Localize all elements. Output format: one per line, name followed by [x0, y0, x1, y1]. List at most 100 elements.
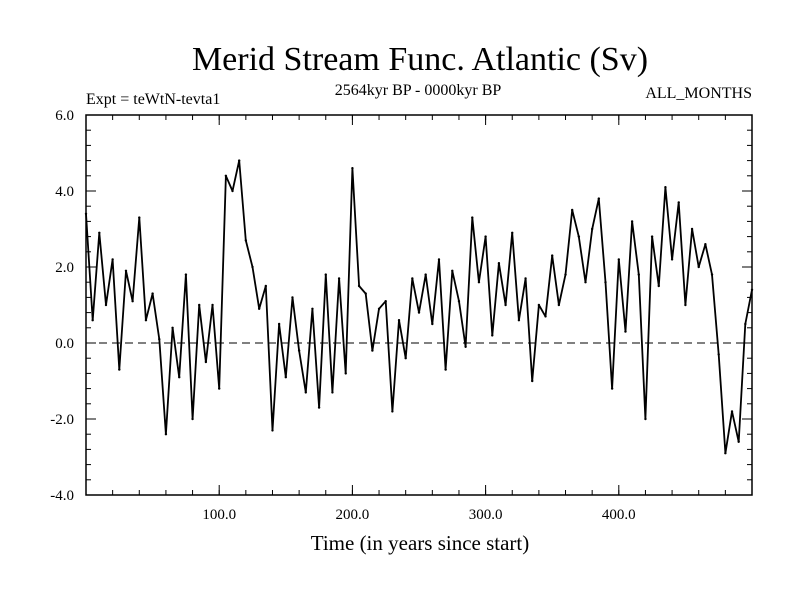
data-point — [457, 300, 461, 303]
data-point — [364, 292, 367, 295]
data-point — [471, 216, 474, 219]
data-point — [311, 307, 314, 310]
data-point — [484, 235, 487, 238]
data-point — [224, 174, 228, 177]
data-point — [737, 440, 740, 443]
data-point — [277, 322, 281, 326]
data-point — [417, 311, 421, 314]
data-point — [744, 322, 747, 326]
data-point — [670, 258, 674, 261]
data-point — [371, 349, 374, 352]
data-point — [677, 201, 680, 204]
y-tick-label: -4.0 — [50, 488, 74, 504]
data-point — [304, 391, 307, 394]
data-series-line — [85, 159, 753, 455]
data-point — [104, 303, 108, 307]
data-point — [724, 452, 727, 455]
data-point — [610, 387, 614, 390]
data-point — [664, 186, 667, 189]
data-point — [84, 212, 88, 215]
data-point — [131, 300, 134, 303]
data-point — [531, 379, 534, 383]
data-point — [497, 262, 501, 265]
data-point — [697, 265, 700, 269]
plot-frame — [85, 114, 753, 496]
data-point — [111, 258, 114, 261]
data-point — [377, 307, 381, 310]
data-point — [524, 277, 527, 280]
data-point — [351, 167, 354, 170]
data-point — [704, 243, 707, 246]
data-point — [218, 387, 221, 390]
data-point — [411, 277, 414, 280]
data-point — [91, 319, 94, 322]
data-point — [391, 410, 394, 413]
data-point — [237, 159, 241, 162]
chart-subtitle-center: 2564kyr BP - 0000kyr BP — [335, 82, 502, 99]
data-point — [657, 284, 660, 288]
data-point — [431, 322, 434, 326]
data-point — [537, 303, 541, 307]
data-point — [337, 277, 341, 280]
data-point — [404, 357, 407, 360]
data-point — [171, 326, 174, 329]
data-point — [437, 258, 441, 261]
data-point — [597, 197, 601, 200]
data-point — [151, 292, 154, 295]
data-point — [178, 376, 181, 379]
data-point — [158, 338, 161, 341]
data-point — [231, 189, 234, 193]
data-point — [144, 319, 148, 322]
data-point — [630, 220, 634, 223]
data-point — [291, 296, 294, 299]
data-point — [297, 349, 301, 352]
data-point — [251, 265, 254, 269]
chart-title: Merid Stream Func. Atlantic (Sv) — [192, 41, 648, 78]
data-point — [584, 281, 587, 284]
plot-area: 100.0 200.0 300.0 400.0 -4.0 -2.0 0.0 2.0 4.0 6.0 — [50, 108, 754, 523]
data-point — [590, 227, 594, 231]
y-tick-label: -2.0 — [50, 412, 74, 428]
data-point — [710, 273, 714, 276]
data-point — [491, 334, 494, 337]
data-point — [690, 227, 694, 231]
x-tick-label: 300.0 — [469, 507, 503, 523]
y-tick-label: 0.0 — [55, 336, 74, 352]
data-point — [511, 231, 514, 234]
data-point — [264, 284, 268, 288]
data-point — [504, 303, 507, 307]
data-point — [344, 372, 347, 375]
data-point — [271, 429, 274, 432]
data-point — [564, 273, 567, 276]
data-point — [124, 269, 128, 272]
data-point — [644, 417, 647, 421]
data-point — [477, 281, 481, 284]
chart-subtitle-right: ALL_MONTHS — [645, 85, 752, 102]
data-point — [650, 235, 654, 238]
x-tick-label: 200.0 — [336, 507, 370, 523]
data-point — [717, 353, 720, 356]
data-point — [424, 273, 427, 276]
y-tick-label: 2.0 — [55, 260, 74, 276]
data-point — [570, 208, 574, 212]
data-point — [684, 303, 687, 307]
data-point — [331, 391, 334, 394]
data-point — [191, 417, 194, 421]
data-point — [98, 231, 101, 234]
data-point — [577, 235, 581, 238]
x-tick-label: 100.0 — [202, 507, 236, 523]
data-point — [204, 360, 208, 364]
data-point — [324, 273, 327, 276]
data-point — [617, 258, 620, 261]
data-point — [244, 239, 248, 242]
data-point — [384, 300, 387, 303]
chart-subtitle-left: Expt = teWtN-tevta1 — [86, 91, 220, 108]
data-point — [624, 330, 627, 333]
x-tick-label: 400.0 — [602, 507, 636, 523]
data-point — [164, 433, 168, 436]
data-point — [464, 345, 467, 348]
data-point — [637, 273, 640, 276]
data-point — [551, 254, 554, 257]
data-point — [317, 406, 321, 409]
